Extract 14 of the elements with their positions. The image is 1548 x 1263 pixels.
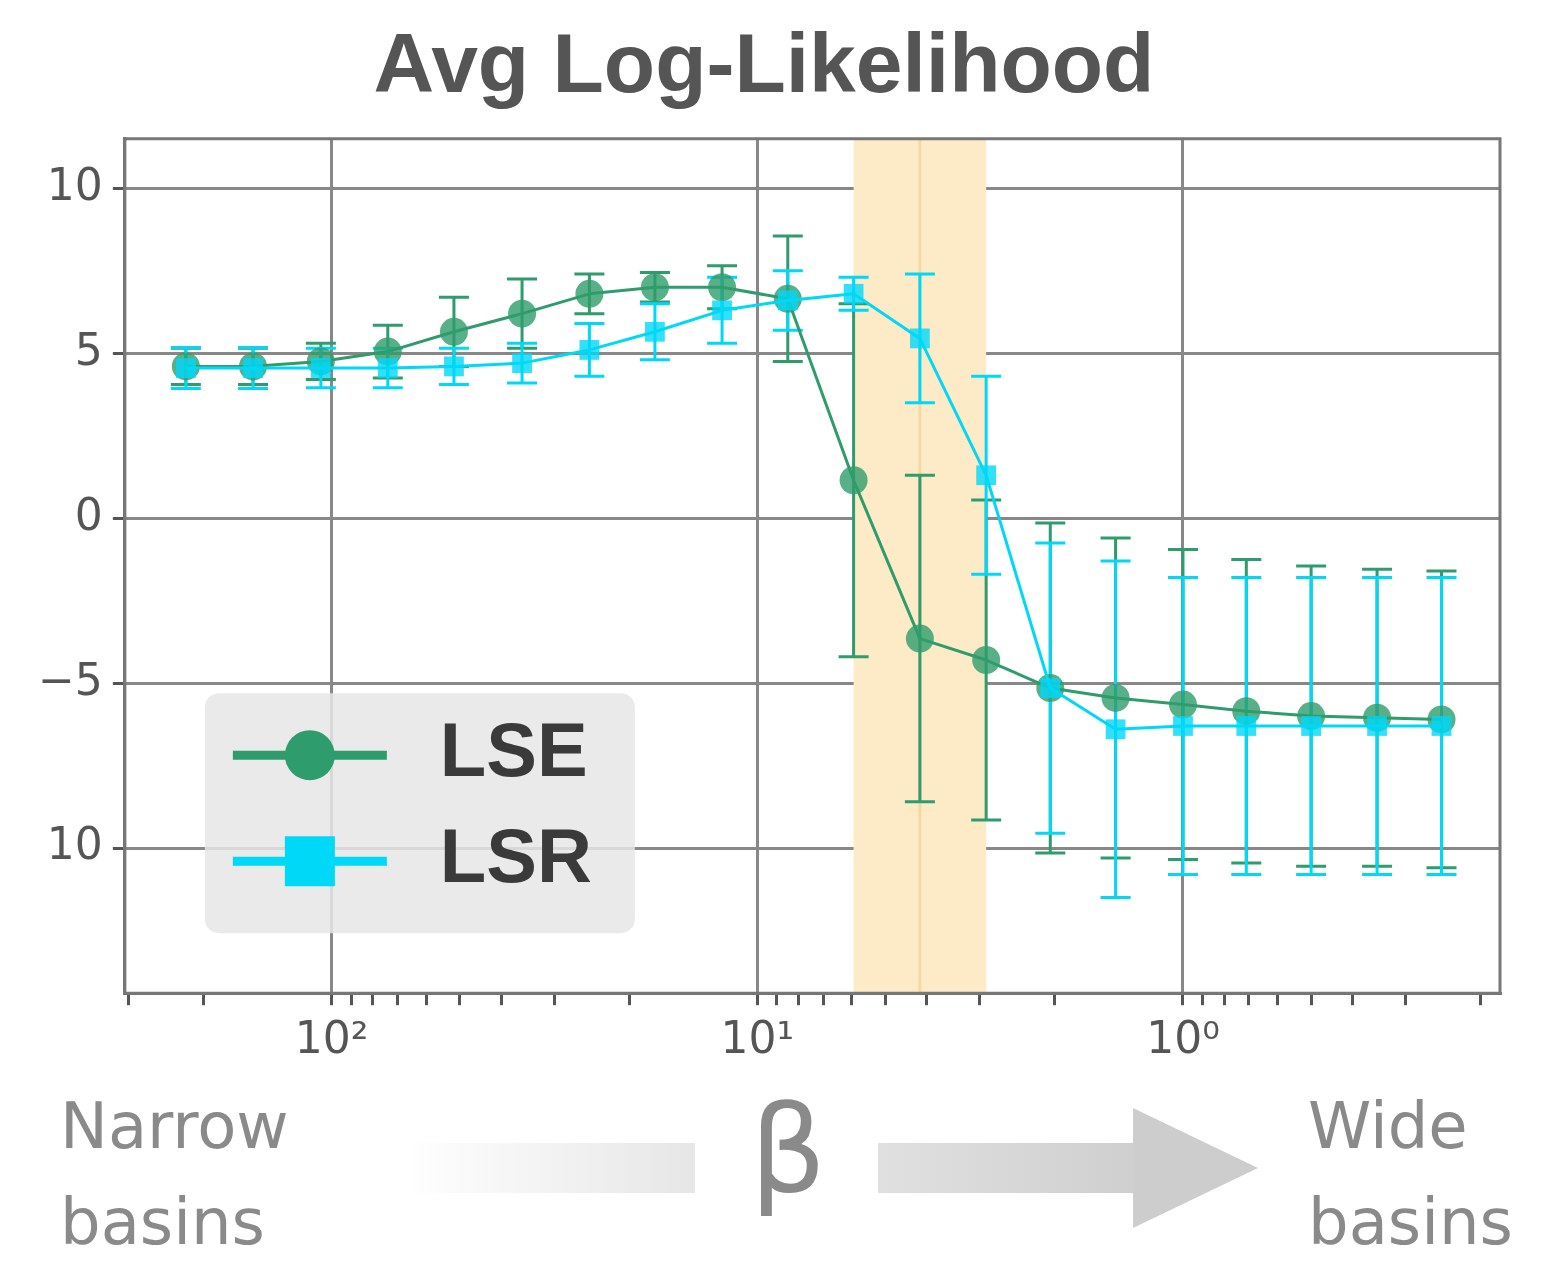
text: Narrow basins: [60, 1088, 290, 1261]
y-tick-label: 10: [46, 158, 103, 210]
legend-label: LSR: [439, 813, 592, 899]
x-axis-title: β: [748, 1079, 828, 1221]
chart-title: Avg Log-Likelihood: [373, 15, 1155, 110]
legend-label: LSE: [439, 707, 588, 793]
x-tick-label: 10²: [294, 1012, 369, 1064]
text: Wide basins: [1308, 1088, 1514, 1261]
y-tick-label: 5: [74, 323, 103, 375]
y-tick-label: 10: [46, 818, 103, 870]
y-tick-label: −5: [37, 653, 103, 705]
x-tick-label: 10⁰: [1146, 1012, 1220, 1064]
x-tick-label: 10¹: [720, 1012, 795, 1064]
y-tick-label: 0: [74, 488, 103, 540]
